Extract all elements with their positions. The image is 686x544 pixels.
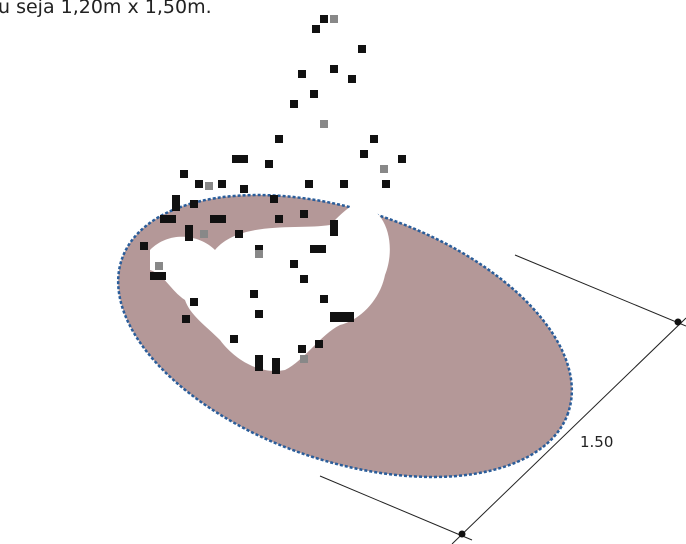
dimension-dot — [458, 530, 466, 538]
dimension-dot — [674, 318, 682, 326]
caption: u seja 1,20m x 1,50m. — [0, 0, 212, 18]
turning-area — [116, 193, 574, 479]
dimension-label: 1.50 — [580, 433, 613, 451]
dimension-lines — [319, 254, 686, 544]
figure-silhouette — [150, 203, 390, 371]
figure-pixels — [140, 15, 406, 374]
figure-pixels-grey — [155, 15, 388, 363]
